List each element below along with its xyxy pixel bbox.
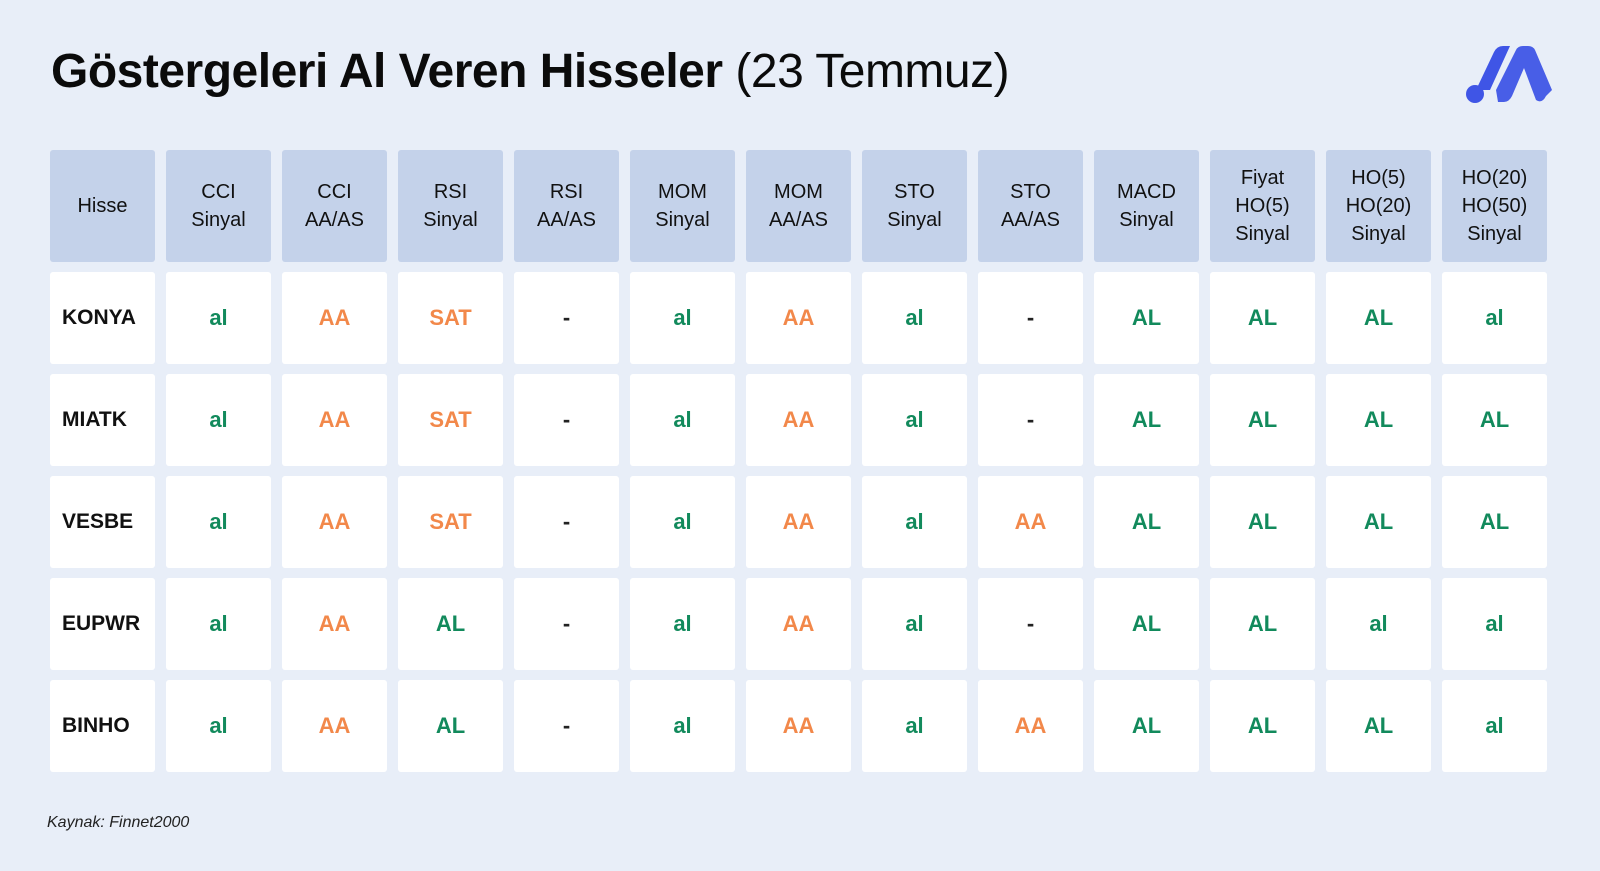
signal-cell: al (862, 272, 967, 364)
signal-cell: AL (1094, 272, 1199, 364)
column-header: MACD Sinyal (1094, 150, 1199, 262)
signal-cell: AA (746, 476, 851, 568)
signal-cell: SAT (398, 374, 503, 466)
signal-cell: AL (1442, 374, 1547, 466)
signal-cell: AL (1326, 374, 1431, 466)
signal-cell: AL (1210, 272, 1315, 364)
signal-cell: AL (1094, 680, 1199, 772)
signal-cell: al (166, 578, 271, 670)
signal-cell: AL (1442, 476, 1547, 568)
signal-cell: al (862, 374, 967, 466)
signal-cell: al (1442, 578, 1547, 670)
signal-cell: - (514, 680, 619, 772)
signal-cell: AL (1326, 272, 1431, 364)
signal-cell: al (862, 578, 967, 670)
signal-cell: - (514, 476, 619, 568)
column-header: HO(20) HO(50) Sinyal (1442, 150, 1547, 262)
column-header: CCI AA/AS (282, 150, 387, 262)
signal-cell: - (514, 374, 619, 466)
signal-table: Hisse CCI Sinyal CCI AA/AS RSI Sinyal RSI AA… (50, 150, 1547, 772)
signal-cell: AL (398, 680, 503, 772)
signal-cell: AL (1210, 476, 1315, 568)
signal-cell: - (978, 272, 1083, 364)
signal-cell: AA (282, 680, 387, 772)
column-header: MOM AA/AS (746, 150, 851, 262)
stock-name: VESBE (50, 476, 155, 568)
signal-cell: AL (1326, 476, 1431, 568)
signal-cell: - (514, 272, 619, 364)
column-header: RSI Sinyal (398, 150, 503, 262)
header-hisse: Hisse (50, 150, 155, 262)
stock-name: KONYA (50, 272, 155, 364)
signal-cell: AL (398, 578, 503, 670)
column-header: MOM Sinyal (630, 150, 735, 262)
signal-cell: al (1326, 578, 1431, 670)
title-date: (23 Temmuz) (735, 45, 1010, 98)
signal-cell: AL (1210, 578, 1315, 670)
signal-cell: al (166, 272, 271, 364)
signal-cell: al (630, 680, 735, 772)
signal-cell: - (978, 578, 1083, 670)
signal-cell: AL (1210, 680, 1315, 772)
page-title: Göstergeleri Al Veren Hisseler (23 Temmu… (51, 44, 1010, 99)
signal-cell: AA (746, 374, 851, 466)
signal-cell: AA (282, 476, 387, 568)
signal-cell: AA (282, 272, 387, 364)
stock-name: EUPWR (50, 578, 155, 670)
signal-cell: AA (978, 680, 1083, 772)
signal-cell: AA (746, 578, 851, 670)
signal-cell: AA (978, 476, 1083, 568)
signal-cell: AA (282, 578, 387, 670)
signal-cell: SAT (398, 272, 503, 364)
source-note: Kaynak: Finnet2000 (47, 814, 190, 831)
signal-cell: al (166, 374, 271, 466)
column-header: CCI Sinyal (166, 150, 271, 262)
signal-cell: al (1442, 272, 1547, 364)
signal-cell: al (630, 374, 735, 466)
column-header: STO AA/AS (978, 150, 1083, 262)
signal-cell: AA (282, 374, 387, 466)
signal-cell: SAT (398, 476, 503, 568)
signal-cell: al (1442, 680, 1547, 772)
signal-cell: - (514, 578, 619, 670)
signal-cell: AA (746, 680, 851, 772)
column-header: Fiyat HO(5) Sinyal (1210, 150, 1315, 262)
brand-logo-icon (1466, 46, 1552, 103)
signal-cell: AA (746, 272, 851, 364)
signal-cell: al (166, 680, 271, 772)
signal-cell: al (630, 578, 735, 670)
signal-cell: AL (1326, 680, 1431, 772)
signal-cell: AL (1094, 374, 1199, 466)
column-header: RSI AA/AS (514, 150, 619, 262)
signal-cell: al (862, 476, 967, 568)
title-main: Göstergeleri Al Veren Hisseler (51, 45, 723, 98)
stock-name: MIATK (50, 374, 155, 466)
stock-name: BINHO (50, 680, 155, 772)
signal-cell: al (166, 476, 271, 568)
signal-cell: AL (1094, 476, 1199, 568)
signal-cell: AL (1094, 578, 1199, 670)
signal-cell: - (978, 374, 1083, 466)
signal-cell: al (862, 680, 967, 772)
signal-cell: al (630, 476, 735, 568)
column-header: STO Sinyal (862, 150, 967, 262)
signal-cell: al (630, 272, 735, 364)
signal-cell: AL (1210, 374, 1315, 466)
column-header: HO(5) HO(20) Sinyal (1326, 150, 1431, 262)
